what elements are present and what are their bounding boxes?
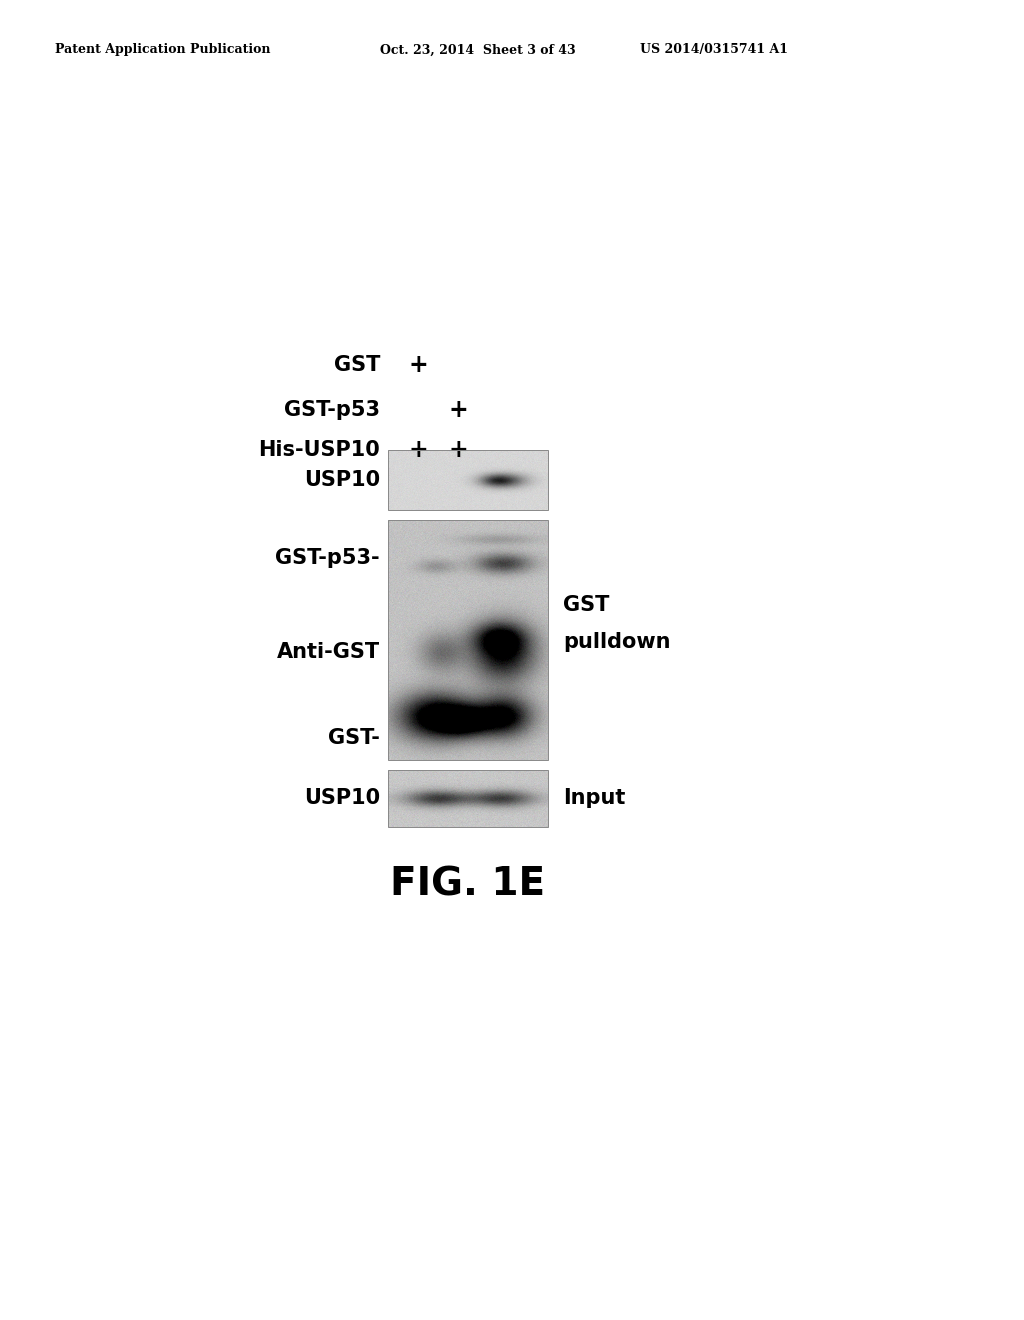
Text: His-USP10: His-USP10 bbox=[258, 440, 380, 459]
Text: USP10: USP10 bbox=[304, 470, 380, 490]
Text: +: + bbox=[409, 438, 428, 462]
Text: GST: GST bbox=[563, 595, 609, 615]
Bar bbox=[388, 450, 548, 510]
Bar bbox=[388, 520, 548, 760]
Text: US 2014/0315741 A1: US 2014/0315741 A1 bbox=[640, 44, 788, 57]
Text: GST: GST bbox=[334, 355, 380, 375]
Text: GST-: GST- bbox=[328, 729, 380, 748]
Text: USP10: USP10 bbox=[304, 788, 380, 808]
Text: Patent Application Publication: Patent Application Publication bbox=[55, 44, 270, 57]
Bar bbox=[388, 770, 548, 828]
Text: GST-p53: GST-p53 bbox=[284, 400, 380, 420]
Text: +: + bbox=[409, 352, 428, 378]
Text: Anti-GST: Anti-GST bbox=[276, 642, 380, 663]
Text: +: + bbox=[449, 438, 468, 462]
Text: pulldown: pulldown bbox=[563, 632, 671, 652]
Text: GST-p53-: GST-p53- bbox=[275, 548, 380, 568]
Text: Input: Input bbox=[563, 788, 626, 808]
Text: +: + bbox=[449, 399, 468, 422]
Text: Oct. 23, 2014  Sheet 3 of 43: Oct. 23, 2014 Sheet 3 of 43 bbox=[380, 44, 575, 57]
Text: FIG. 1E: FIG. 1E bbox=[390, 866, 546, 904]
